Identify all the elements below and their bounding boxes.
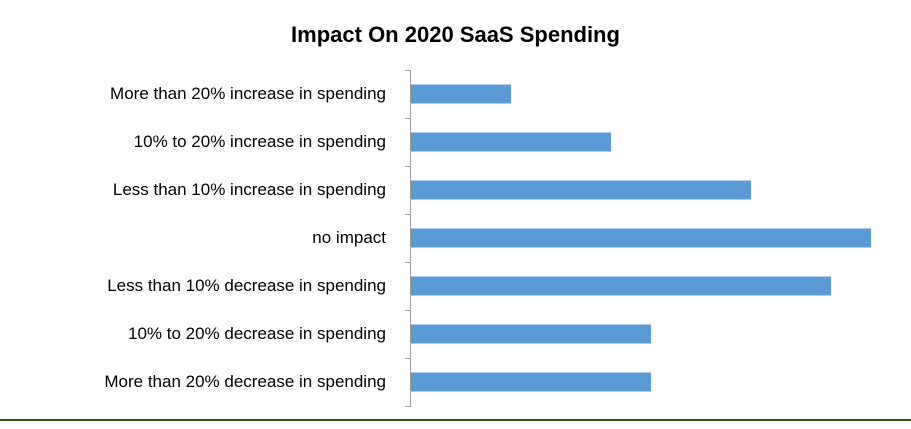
data-bar xyxy=(411,228,871,248)
category-label: More than 20% decrease in spending xyxy=(104,372,386,391)
axis-tick xyxy=(405,214,411,215)
data-bar xyxy=(411,180,751,200)
axis-tick xyxy=(405,118,411,119)
category-label: 10% to 20% increase in spending xyxy=(133,132,386,151)
data-bar xyxy=(411,372,651,392)
data-bar xyxy=(411,276,831,296)
bar-track xyxy=(398,262,911,310)
bottom-divider xyxy=(0,419,911,421)
axis-tick xyxy=(405,310,411,311)
data-bar xyxy=(411,132,611,152)
bar-track xyxy=(398,310,911,358)
category-label: 10% to 20% decrease in spending xyxy=(127,324,386,343)
category-label: Less than 10% decrease in spending xyxy=(107,276,386,295)
plot-area: More than 20% increase in spending 10% to… xyxy=(0,70,911,407)
axis-tick xyxy=(405,358,411,359)
bar-track xyxy=(398,70,911,118)
bar-track xyxy=(398,118,911,166)
bar-track xyxy=(398,358,911,406)
chart-title: Impact On 2020 SaaS Spending xyxy=(291,22,620,47)
chart-row: 10% to 20% increase in spending xyxy=(0,118,911,166)
bar-track xyxy=(398,166,911,214)
category-label: More than 20% increase in spending xyxy=(110,84,386,103)
chart-row: More than 20% decrease in spending xyxy=(0,358,911,406)
axis-tick xyxy=(405,406,411,407)
bar-track xyxy=(398,214,911,262)
chart-row: 10% to 20% decrease in spending xyxy=(0,310,911,358)
data-bar xyxy=(411,84,511,104)
chart-row: More than 20% increase in spending xyxy=(0,70,911,118)
chart-row: Less than 10% increase in spending xyxy=(0,166,911,214)
data-bar xyxy=(411,324,651,344)
axis-tick xyxy=(405,166,411,167)
axis-tick xyxy=(405,262,411,263)
category-label: no impact xyxy=(312,228,386,247)
category-axis-line xyxy=(410,70,411,406)
axis-tick xyxy=(405,70,411,71)
chart-row: no impact xyxy=(0,214,911,262)
chart-row: Less than 10% decrease in spending xyxy=(0,262,911,310)
category-label: Less than 10% increase in spending xyxy=(112,180,386,199)
